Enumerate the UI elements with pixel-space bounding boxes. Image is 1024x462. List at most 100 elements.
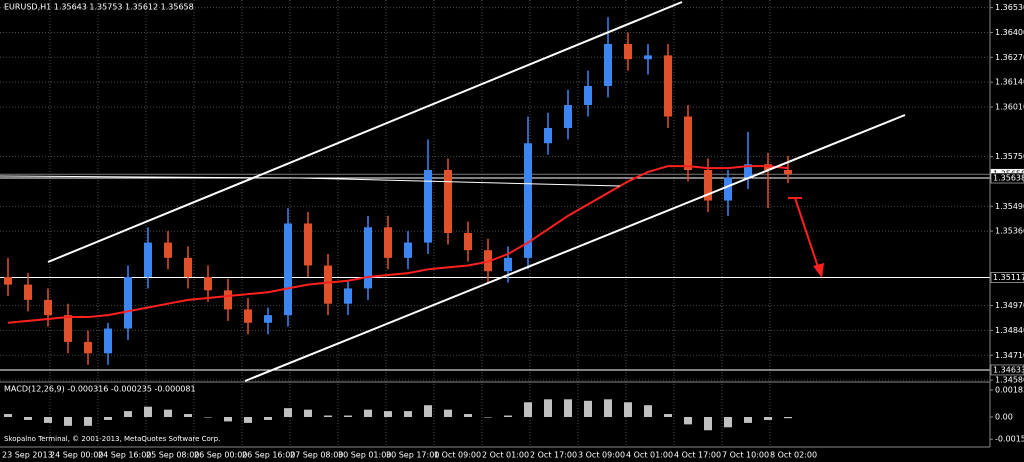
candle-body <box>44 299 52 316</box>
macd-bar <box>484 417 492 418</box>
candle-body <box>164 242 172 258</box>
candle-body <box>324 265 332 304</box>
level-label-box <box>990 364 1024 376</box>
macd-bar <box>424 405 432 418</box>
candle-body <box>664 55 672 117</box>
candle-body <box>244 309 252 323</box>
macd-bar <box>124 411 132 418</box>
channel-upper <box>47 1 683 263</box>
x-tick-label: 24 Sep 00:00 <box>50 451 103 460</box>
macd-bar <box>564 399 572 418</box>
candle-body <box>424 169 432 243</box>
x-tick-label: 2 Oct 17:00 <box>530 451 577 460</box>
level-label-box <box>990 172 1024 184</box>
chart-header: EURUSD,H1 1.35643 1.35753 1.35612 1.3565… <box>4 3 194 12</box>
macd-bar <box>584 400 592 418</box>
candle-body <box>704 169 712 201</box>
candle-body <box>64 315 72 342</box>
y-tick-label: 1.35750 <box>995 152 1024 161</box>
x-tick-label: 7 Oct 10:00 <box>722 451 769 460</box>
macd-bar <box>524 402 532 418</box>
candle-body <box>84 341 92 354</box>
x-tick-label: 1 Oct 09:00 <box>434 451 481 460</box>
y-tick-label: 1.36270 <box>995 53 1024 62</box>
macd-bar <box>384 411 392 418</box>
arrow-head <box>813 263 824 278</box>
x-tick-label: 25 Sep 08:00 <box>146 451 199 460</box>
candle-body <box>144 242 152 277</box>
candle-body <box>344 288 352 304</box>
macd-bar <box>24 417 32 420</box>
macd-bar <box>764 417 772 420</box>
x-tick-label: 3 Oct 09:00 <box>578 451 625 460</box>
candle-body <box>364 227 372 289</box>
candle-body <box>24 284 32 300</box>
macd-bar <box>784 417 792 419</box>
candle-body <box>184 257 192 277</box>
candle-body <box>724 177 732 201</box>
macd-tick-label: -0.001509 <box>995 435 1024 444</box>
macd-bar <box>664 414 672 418</box>
y-tick-label: 1.35490 <box>995 202 1024 211</box>
candle-body <box>464 233 472 251</box>
macd-bar <box>184 414 192 418</box>
x-tick-label: 2 Oct 01:00 <box>482 451 529 460</box>
y-tick-label: 1.35360 <box>995 227 1024 236</box>
y-tick-label: 1.34710 <box>995 351 1024 360</box>
y-tick-label: 1.34970 <box>995 301 1024 310</box>
candle-body <box>4 276 12 285</box>
support-line <box>0 175 621 187</box>
candle-body <box>124 276 132 329</box>
macd-bar <box>224 417 232 422</box>
candle-body <box>504 257 512 272</box>
macd-bar <box>284 408 292 418</box>
candle-body <box>204 276 212 291</box>
macd-bar <box>164 409 172 418</box>
macd-bar <box>604 399 612 418</box>
macd-tick-label: 0.001832 <box>995 386 1024 395</box>
plot-area <box>0 0 990 447</box>
macd-bar <box>684 417 692 425</box>
x-tick-label: 26 Sep 00:00 <box>194 451 247 460</box>
x-tick-label: 30 Sep 01:00 <box>338 451 391 460</box>
y-tick-label: 1.36010 <box>995 102 1024 111</box>
x-tick-label: 4 Oct 17:00 <box>674 451 721 460</box>
candle-body <box>784 169 792 175</box>
y-tick-label: 1.36140 <box>995 78 1024 87</box>
macd-bar <box>244 417 252 423</box>
y-tick-label: 1.34840 <box>995 326 1024 335</box>
footer: Skopalnо Terminal, © 2001-2013, MetaQuot… <box>4 435 220 443</box>
macd-bar <box>4 414 12 418</box>
macd-bar <box>304 409 312 418</box>
macd-bar <box>44 417 52 423</box>
macd-bar <box>324 415 332 418</box>
level-label: 1.35117 <box>993 273 1024 282</box>
candle-body <box>264 315 272 323</box>
macd-bar <box>64 417 72 426</box>
macd-bar <box>444 409 452 418</box>
x-tick-label: 30 Sep 17:00 <box>386 451 439 460</box>
level-label-box <box>990 272 1024 283</box>
macd-bar <box>504 415 512 418</box>
x-tick-label: 8 Oct 02:00 <box>770 451 817 460</box>
candle-body <box>604 43 612 86</box>
candle-body <box>224 290 232 310</box>
candle-body <box>624 43 632 60</box>
macd-bar <box>544 399 552 418</box>
macd-bar <box>624 402 632 418</box>
macd-bar <box>644 405 652 418</box>
macd-bar <box>364 409 372 418</box>
candle-body <box>404 242 412 258</box>
y-tick-label: 1.36530 <box>995 3 1024 12</box>
x-tick-label: 27 Sep 08:00 <box>290 451 343 460</box>
level-label: 1.35638 <box>993 174 1024 183</box>
candle-body <box>304 223 312 266</box>
macd-bar <box>264 417 272 420</box>
candle-body <box>584 85 592 106</box>
macd-bar <box>144 406 152 418</box>
macd-bar <box>204 417 212 418</box>
macd-bar <box>744 417 752 423</box>
macd-bar <box>704 417 712 431</box>
x-tick-label: 24 Sep 16:00 <box>98 451 151 460</box>
